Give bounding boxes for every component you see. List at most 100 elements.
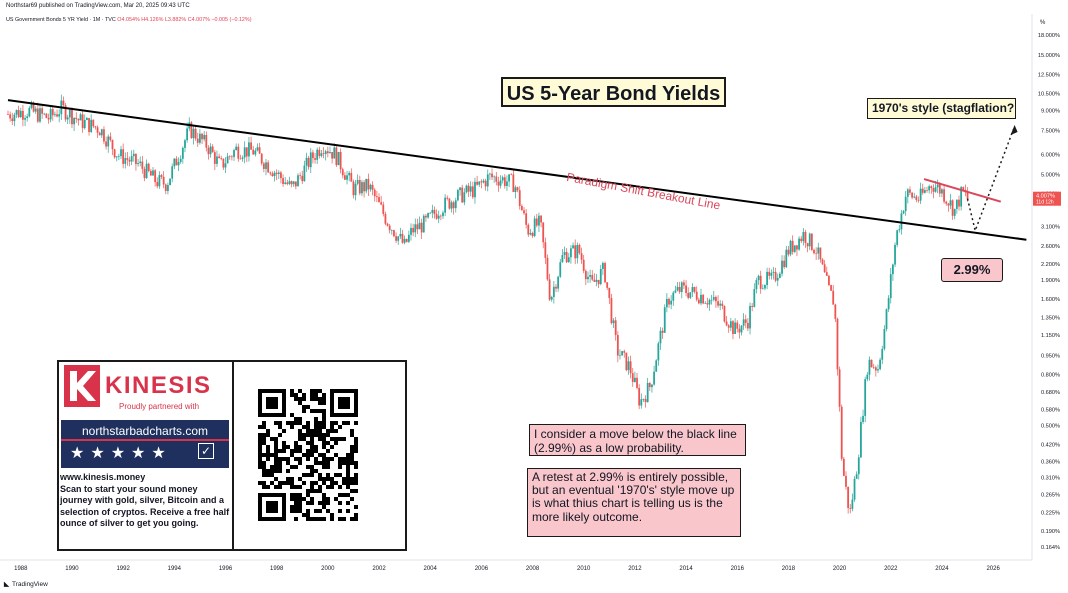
qr-module (294, 417, 298, 421)
candle-body (772, 271, 775, 273)
candle-body (764, 285, 766, 289)
candle-body (11, 118, 14, 122)
candle-body (267, 162, 270, 173)
candle-body (958, 199, 960, 207)
candle-body (768, 271, 771, 276)
qr-module (310, 473, 314, 477)
ad-url[interactable]: www.kinesis.money (60, 472, 146, 482)
candle-body (337, 151, 340, 166)
candle-body (874, 367, 877, 371)
candle-body (282, 178, 284, 184)
candle-body (582, 259, 585, 271)
candle-body (237, 146, 240, 159)
candle-body (633, 377, 636, 382)
candle-body (235, 146, 238, 151)
candle-body (39, 108, 41, 122)
candle-body (339, 151, 342, 170)
qr-module (302, 513, 306, 517)
candle-body (73, 117, 76, 125)
candle-body (849, 507, 852, 509)
northstar-site[interactable]: northstarbadcharts.com (81, 424, 209, 438)
resistance-trend-line (7, 99, 1027, 241)
candle-body (228, 156, 231, 157)
qr-module (310, 465, 314, 469)
candle-body (710, 299, 713, 301)
qr-module (330, 421, 334, 425)
candle-body (527, 224, 530, 235)
candle-body (209, 146, 212, 155)
qr-module (322, 501, 326, 505)
ad-body: Scan to start your sound money journey w… (60, 484, 230, 528)
qr-module (274, 485, 278, 489)
candle-body (889, 274, 892, 299)
candle-body (855, 474, 858, 479)
candle-body (105, 141, 107, 147)
candle-body (808, 233, 811, 247)
qr-module (294, 393, 298, 397)
candle-body (789, 240, 792, 255)
candle-body (75, 117, 78, 120)
ohlc-values: O4.054% H4.126% L3.882% C4.007% −0.005 (… (117, 17, 252, 23)
qr-module (306, 421, 310, 425)
candle-body (301, 175, 304, 182)
candle-body (147, 163, 150, 171)
qr-module (354, 505, 358, 509)
candle-body (226, 156, 229, 164)
candle-body (655, 360, 658, 372)
qr-module (318, 433, 322, 437)
last-price-label: 4.007% (1036, 194, 1055, 200)
candle-body (563, 251, 566, 256)
candle-body (872, 367, 875, 368)
candle-body (54, 114, 56, 116)
qr-module (346, 457, 350, 461)
x-tick-label: 2020 (833, 566, 847, 572)
candle-body (896, 230, 899, 245)
candle-body (158, 175, 161, 187)
qr-module (322, 477, 326, 481)
candle-body (305, 157, 308, 166)
candle-body (516, 187, 519, 191)
candle-body (344, 175, 346, 180)
candle-body (557, 276, 560, 289)
candle-body (154, 170, 157, 183)
qr-module (334, 497, 338, 501)
candle-body (693, 287, 696, 292)
candle-body (431, 209, 434, 213)
candle-body (207, 147, 210, 155)
qr-module (346, 481, 350, 485)
candle-body (71, 109, 73, 125)
candle-body (657, 343, 660, 361)
candle-body (540, 215, 542, 223)
candle-body (945, 201, 948, 204)
qr-module (306, 433, 310, 437)
candle-body (823, 264, 826, 273)
qr-module (346, 469, 350, 473)
qr-module (310, 489, 314, 493)
candle-body (275, 172, 278, 175)
qr-module (298, 505, 302, 509)
candle-body (399, 233, 402, 237)
qr-module (318, 401, 322, 405)
candle-body (450, 202, 453, 209)
qr-module (338, 501, 342, 505)
candle-body (68, 109, 71, 118)
candle-body (629, 361, 632, 374)
qr-module (282, 441, 286, 445)
qr-code-icon[interactable] (258, 389, 366, 525)
candle-body (365, 178, 368, 192)
candle-body (384, 213, 387, 224)
outcome-note: A retest at 2.99% is entirely possible, … (527, 468, 741, 537)
ad-divider (232, 360, 234, 551)
candle-body (815, 253, 818, 254)
candle-body (34, 108, 37, 112)
candle-body (781, 260, 783, 274)
qr-module (298, 501, 302, 505)
tradingview-logo-icon: ◣ (4, 581, 9, 588)
qr-module (350, 489, 354, 493)
candle-body (593, 279, 596, 282)
candle-body (367, 178, 370, 190)
price-axis-unit: % (1040, 20, 1046, 26)
qr-module (306, 517, 310, 521)
candle-body (832, 290, 835, 305)
